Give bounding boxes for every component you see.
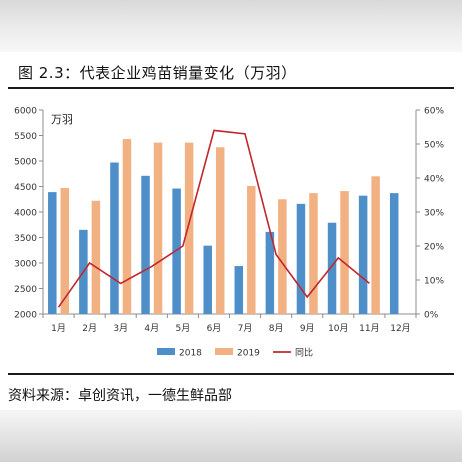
y-left-tick-label: 5500 <box>14 132 37 142</box>
unit-label: 万羽 <box>51 113 73 126</box>
x-tick-label: 4月 <box>144 323 159 334</box>
x-tick-label: 6月 <box>207 323 222 334</box>
y-right-tick-label: 60% <box>424 107 444 117</box>
x-tick-label: 9月 <box>300 323 315 334</box>
y-left-tick-label: 2000 <box>14 311 37 321</box>
bottom-blur-band <box>0 410 462 462</box>
x-tick-label: 5月 <box>176 323 191 334</box>
bar-2019 <box>278 199 287 314</box>
chart-bars <box>48 139 399 314</box>
chart-line <box>57 129 370 308</box>
bar-2018 <box>110 162 119 314</box>
y-left-tick-label: 2500 <box>14 285 37 295</box>
bar-2018 <box>389 193 399 314</box>
bar-2019 <box>122 139 132 314</box>
bar-2019 <box>309 193 318 314</box>
y-right-tick-label: 40% <box>424 175 444 185</box>
x-tick-label: 11月 <box>359 323 379 334</box>
bar-2019 <box>60 188 70 314</box>
bar-2018 <box>234 266 244 314</box>
x-tick-label: 8月 <box>269 323 284 334</box>
y-left-tick-label: 4500 <box>14 183 37 193</box>
bar-2019 <box>247 185 256 314</box>
chart-axes: 2000 2500 3000 3500 4000 4500 5000 5500 6000 0% 10… <box>14 107 444 335</box>
chart-legend: 2018 2019 同比 <box>157 347 313 359</box>
y-left-tick-label: 5000 <box>14 158 37 168</box>
bar-2019 <box>184 142 194 314</box>
y-right-tick-label: 10% <box>424 277 444 287</box>
bar-2018 <box>48 192 57 314</box>
bar-2018 <box>358 195 368 314</box>
bar-2018 <box>265 231 275 314</box>
bar-2019 <box>153 142 163 314</box>
bar-2018 <box>203 245 212 314</box>
title-divider <box>8 87 454 89</box>
legend-swatch-2018 <box>157 348 175 355</box>
bar-2019 <box>91 200 101 314</box>
bar-2018 <box>327 222 337 314</box>
x-tick-label: 7月 <box>238 323 253 334</box>
y-right-tick-label: 0% <box>424 311 439 321</box>
legend-label-2018: 2018 <box>179 349 202 359</box>
y-left-tick-label: 3000 <box>14 260 37 270</box>
y-right-tick-label: 20% <box>424 243 444 253</box>
bar-2018 <box>172 188 181 314</box>
source-divider <box>8 373 454 375</box>
x-tick-label: 1月 <box>51 323 66 334</box>
x-tick-label: 10月 <box>328 323 348 334</box>
bar-2019 <box>340 191 349 314</box>
top-blur-band <box>0 0 462 52</box>
y-left-tick-label: 3500 <box>14 234 37 244</box>
y-left-tick-label: 4000 <box>14 209 37 219</box>
bar-2018 <box>296 203 306 314</box>
bar-2019 <box>371 176 380 314</box>
legend-swatch-2019 <box>215 348 233 355</box>
line-同比 <box>57 129 370 308</box>
x-tick-label: 3月 <box>113 323 128 334</box>
legend-label-2019: 2019 <box>237 349 260 359</box>
bar-2019 <box>215 147 225 314</box>
x-tick-label: 12月 <box>390 323 410 334</box>
legend-label-同比: 同比 <box>295 347 313 359</box>
source-note: 资料来源：卓创资讯，一德生鲜品部 <box>8 388 232 404</box>
bar-2018 <box>141 175 150 314</box>
y-left-tick-label: 6000 <box>14 107 37 117</box>
figure-title: 图 2.3：代表企业鸡苗销量变化（万羽） <box>18 64 297 82</box>
y-right-tick-label: 30% <box>424 209 444 219</box>
y-right-tick-label: 50% <box>424 141 444 151</box>
x-tick-label: 2月 <box>82 323 97 334</box>
